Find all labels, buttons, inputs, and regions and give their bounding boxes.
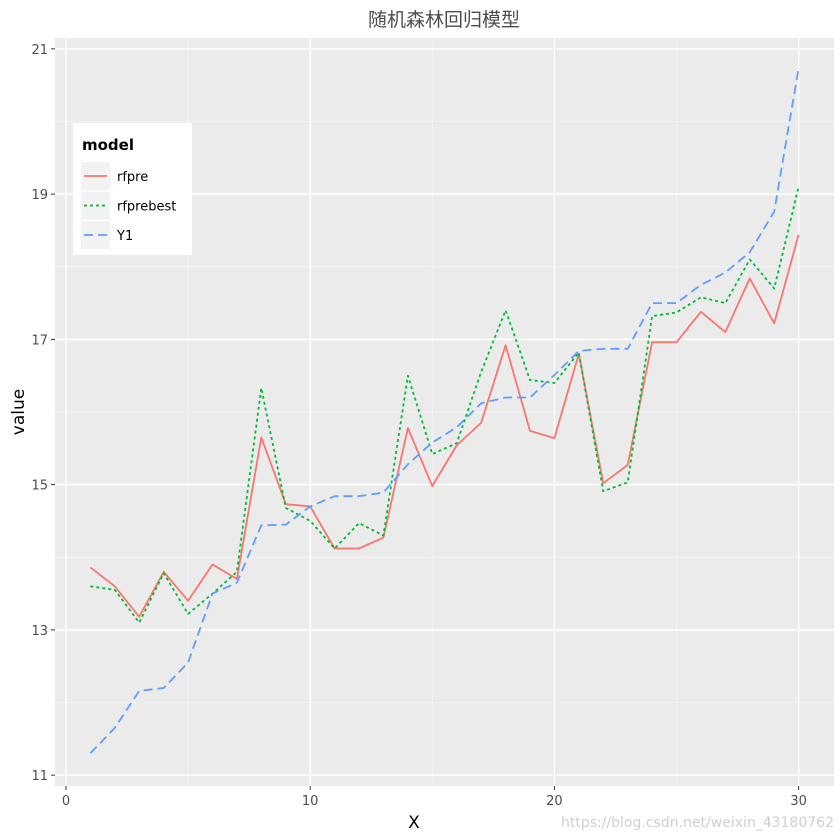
y-axis-label: value (9, 389, 29, 435)
legend-label-rfprebest: rfprebest (117, 200, 176, 215)
y-axis: 11 13 15 17 19 21 (31, 43, 55, 784)
x-tick-label: 20 (546, 794, 563, 809)
series-line-rfprebest (90, 186, 800, 624)
y-tick-label: 11 (31, 769, 48, 784)
legend-label-Y1: Y1 (116, 229, 133, 244)
legend: model rfpre rfprebest Y1 (73, 123, 192, 255)
x-tick-label: 30 (790, 794, 807, 809)
y-tick-label: 21 (31, 43, 48, 58)
x-axis: 0 10 20 30 (62, 786, 807, 809)
legend-title: model (82, 136, 134, 154)
legend-label-rfpre: rfpre (117, 170, 148, 185)
y-tick-label: 17 (31, 333, 48, 348)
series-lines (89, 68, 800, 754)
x-tick-label: 0 (62, 794, 70, 809)
chart-title: 随机森林回归模型 (368, 9, 520, 31)
watermark-text: https://blog.csdn.net/weixin_43180762 (561, 815, 834, 831)
series-line-Y1 (89, 68, 800, 754)
y-tick-label: 15 (31, 479, 48, 494)
x-axis-label: X (408, 813, 420, 833)
x-tick-label: 10 (302, 794, 319, 809)
y-tick-label: 19 (31, 188, 48, 203)
y-tick-label: 13 (31, 624, 48, 639)
series-line-rfpre (89, 234, 800, 618)
